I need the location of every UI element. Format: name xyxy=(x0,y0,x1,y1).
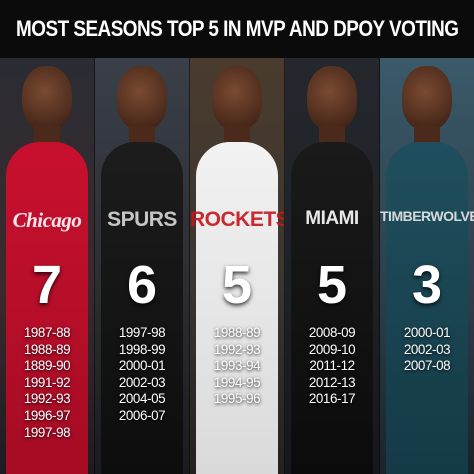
season-year: 1993-94 xyxy=(213,358,261,374)
season-year: 1992-93 xyxy=(23,391,71,407)
player-jersey xyxy=(6,142,88,474)
season-year: 2012-13 xyxy=(308,374,356,390)
season-years: 1997-98 1998-99 2000-01 2002-03 2004-05 … xyxy=(95,325,189,425)
season-count: 5 xyxy=(221,255,253,315)
player-panel-3: ROCKETS 5 1988-89 1992-93 1993-94 1994-9… xyxy=(190,58,285,474)
season-year: 2016-17 xyxy=(308,391,356,407)
season-year: 2007-08 xyxy=(403,358,451,374)
season-year: 1997-98 xyxy=(23,424,71,440)
jersey-text: SPURS xyxy=(107,208,177,231)
season-year: 2002-03 xyxy=(118,374,166,390)
player-head xyxy=(402,66,452,130)
player-panel-1: Chicago 7 1987-88 1988-89 1889-90 1991-9… xyxy=(0,58,95,474)
season-year: 2006-07 xyxy=(118,407,166,423)
season-year: 1994-95 xyxy=(213,374,261,390)
player-jersey xyxy=(291,142,373,474)
season-years: 2008-09 2009-10 2011-12 2012-13 2016-17 xyxy=(285,325,379,408)
season-year: 1997-98 xyxy=(118,325,166,340)
season-year: 1889-90 xyxy=(23,358,71,374)
season-years: 1987-88 1988-89 1889-90 1991-92 1992-93 … xyxy=(0,325,94,441)
season-year: 1987-88 xyxy=(23,325,71,340)
season-count: 7 xyxy=(31,255,63,315)
season-count: 6 xyxy=(126,255,158,315)
season-year: 1995-96 xyxy=(213,391,261,407)
season-year: 2000-01 xyxy=(118,358,166,374)
jersey-text: TIMBERWOLVES xyxy=(380,208,474,224)
season-year: 2000-01 xyxy=(403,325,451,340)
player-jersey xyxy=(101,142,183,474)
jersey-text: MIAMI xyxy=(305,208,359,229)
player-panel-4: MIAMI 5 2008-09 2009-10 2011-12 2012-13 … xyxy=(285,58,380,474)
season-year: 2008-09 xyxy=(308,325,356,340)
season-year: 1992-93 xyxy=(213,341,261,357)
player-jersey xyxy=(386,142,468,474)
season-count: 5 xyxy=(316,255,348,315)
player-head xyxy=(212,66,262,130)
jersey-text: ROCKETS xyxy=(190,208,285,231)
season-years: 2000-01 2002-03 2007-08 xyxy=(380,325,474,375)
title-bar: MOST SEASONS TOP 5 IN MVP AND DPOY VOTIN… xyxy=(0,0,474,58)
season-year: 1998-99 xyxy=(118,341,166,357)
season-years: 1988-89 1992-93 1993-94 1994-95 1995-96 xyxy=(190,325,284,408)
season-count: 3 xyxy=(411,255,443,315)
season-year: 2011-12 xyxy=(309,358,355,374)
page-title: MOST SEASONS TOP 5 IN MVP AND DPOY VOTIN… xyxy=(15,16,459,41)
player-head xyxy=(307,66,357,130)
season-year: 1988-89 xyxy=(213,325,261,340)
season-year: 2002-03 xyxy=(403,341,451,357)
player-panels: Chicago 7 1987-88 1988-89 1889-90 1991-9… xyxy=(0,58,474,474)
player-panel-2: SPURS 6 1997-98 1998-99 2000-01 2002-03 … xyxy=(95,58,190,474)
player-head xyxy=(22,66,72,130)
jersey-text: Chicago xyxy=(12,208,82,232)
season-year: 2004-05 xyxy=(118,391,166,407)
player-panel-5: TIMBERWOLVES 3 2000-01 2002-03 2007-08 xyxy=(380,58,474,474)
season-year: 1991-92 xyxy=(23,374,71,390)
season-year: 2009-10 xyxy=(308,341,356,357)
player-head xyxy=(117,66,167,130)
season-year: 1996-97 xyxy=(23,407,71,423)
player-jersey xyxy=(196,142,278,474)
season-year: 1988-89 xyxy=(23,341,71,357)
